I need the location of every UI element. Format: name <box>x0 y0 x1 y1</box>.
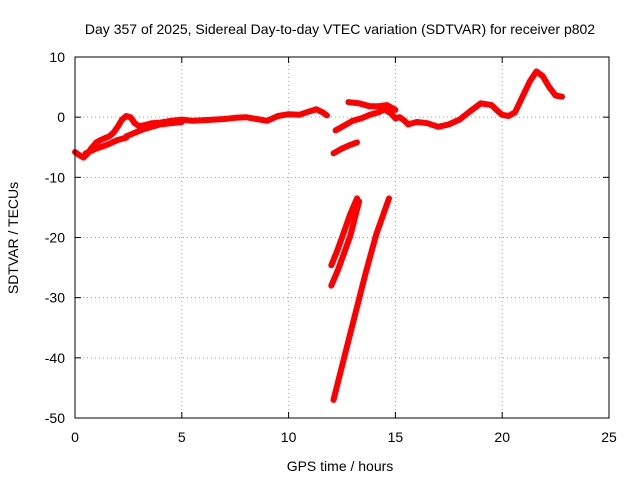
series-line <box>123 119 185 140</box>
series-line <box>330 195 392 403</box>
chart-title: Day 357 of 2025, Sidereal Day-to-day VTE… <box>85 21 595 37</box>
series-line <box>328 198 363 289</box>
x-tick-label: 15 <box>388 429 404 445</box>
series-line <box>328 195 360 269</box>
y-tick-label: -20 <box>45 230 65 246</box>
y-tick-label: 10 <box>49 49 65 65</box>
x-tick-labels: 0 5 10 15 20 25 <box>71 429 617 445</box>
series-line <box>345 99 399 113</box>
series-line <box>405 68 565 130</box>
x-tick-label: 20 <box>494 429 510 445</box>
y-axis-label: SDTVAR / TECUs <box>5 182 21 294</box>
x-axis-label: GPS time / hours <box>287 458 394 474</box>
y-tick-label: -50 <box>45 410 65 426</box>
ticks <box>74 56 610 419</box>
series-line <box>330 139 360 157</box>
x-tick-label: 5 <box>178 429 186 445</box>
series-group <box>72 68 565 403</box>
y-tick-label: -30 <box>45 290 65 306</box>
x-tick-label: 10 <box>281 429 297 445</box>
series-line <box>82 134 130 157</box>
y-tick-label: -40 <box>45 350 65 366</box>
y-tick-label: -10 <box>45 169 65 185</box>
x-tick-label: 25 <box>601 429 617 445</box>
x-tick-label: 0 <box>71 429 79 445</box>
y-tick-labels: -50 -40 -30 -20 -10 0 10 <box>45 49 65 426</box>
y-tick-label: 0 <box>57 109 65 125</box>
series-line <box>332 106 412 134</box>
